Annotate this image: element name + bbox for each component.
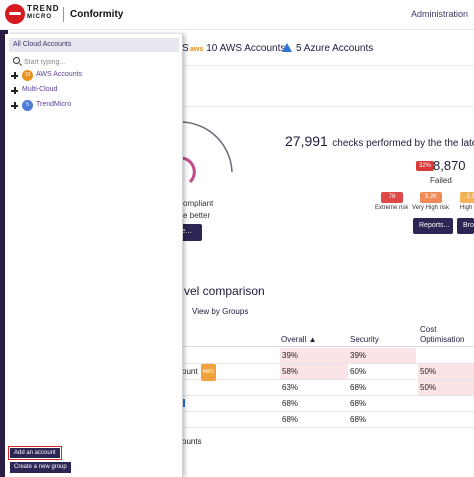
tab-aws-label: 10 AWS Accounts	[206, 43, 286, 54]
cell-cost	[418, 396, 474, 411]
brand-wordmark: TREND MICRO	[27, 4, 60, 21]
search-input[interactable]	[24, 56, 164, 68]
risk-label-high: High	[460, 205, 473, 211]
column-overall[interactable]: Overall ▲	[281, 335, 317, 344]
failed-label: Failed	[430, 176, 452, 185]
aws-icon: aws	[190, 46, 204, 53]
cell-security: 68%	[350, 383, 367, 392]
left-nav-stripe	[0, 30, 8, 477]
account-tabs: S aws 10 AWS Accounts 5 Azure Accounts	[182, 30, 474, 66]
table-row[interactable]: 63% 68% 50%	[182, 380, 474, 396]
sidebar-item-label: Multi-Cloud	[22, 86, 58, 93]
cell-cost	[418, 348, 474, 363]
expand-plus-icon[interactable]	[11, 72, 18, 79]
section-divider	[182, 106, 474, 107]
aws-count-badge: 10	[22, 70, 33, 81]
expand-plus-icon[interactable]	[11, 102, 18, 109]
cell-cost: 50%	[418, 380, 474, 395]
table-header-divider	[182, 346, 474, 347]
trendmicro-count-badge: 5	[22, 100, 33, 111]
sidebar-item-label: TrendMicro	[36, 101, 72, 108]
browse-button[interactable]: Bro	[457, 218, 474, 234]
cell-security: 68%	[350, 399, 367, 408]
compliance-caption: ompliant e better	[183, 199, 214, 220]
administration-link[interactable]: Administration	[410, 9, 468, 19]
create-group-button[interactable]: Create a new group	[10, 462, 71, 473]
search-icon	[13, 57, 20, 64]
product-name[interactable]: Conformity	[70, 9, 124, 20]
tab-azure-accounts[interactable]: 5 Azure Accounts	[282, 43, 373, 54]
column-cost-optimisation[interactable]: Cost Optimisation	[420, 325, 465, 344]
risk-badge-extreme[interactable]: 78	[381, 192, 403, 203]
comparison-title: vel comparison	[184, 284, 265, 298]
tab-aws-accounts[interactable]: aws 10 AWS Accounts	[190, 43, 285, 54]
cell-overall: 58%	[280, 364, 348, 379]
tab-partial[interactable]: S	[182, 43, 189, 54]
all-cloud-accounts-item[interactable]: All Cloud Accounts	[9, 38, 179, 52]
add-account-label: Add an account	[10, 448, 60, 458]
sort-up-icon: ▲	[308, 335, 317, 344]
column-security[interactable]: Security	[350, 335, 379, 344]
azure-icon	[282, 43, 292, 52]
risk-label-very-high: Very High risk	[412, 205, 450, 211]
expand-plus-icon[interactable]	[11, 87, 18, 94]
cell-security: 60%	[350, 367, 367, 376]
trend-micro-logo-icon[interactable]	[5, 4, 25, 24]
tab-azure-label: 5 Azure Accounts	[296, 43, 374, 54]
azure-marker-icon	[182, 399, 185, 407]
cell-cost	[418, 412, 474, 427]
table-row[interactable]: 68% 68%	[182, 396, 474, 412]
donut-inner-arc	[181, 156, 196, 184]
cell-overall: 68%	[282, 415, 299, 424]
failed-percent-badge: 32%	[416, 161, 435, 171]
cloud-accounts-sidebar: All Cloud Accounts 10 AWS Accounts Multi…	[5, 34, 183, 477]
checks-count: 27,991	[285, 133, 328, 149]
cell-overall: 63%	[282, 383, 299, 392]
sidebar-item-aws-accounts[interactable]: 10 AWS Accounts	[11, 70, 171, 82]
cell-overall: 39%	[280, 348, 348, 363]
table-row[interactable]: 39% 39%	[182, 348, 474, 364]
add-account-button[interactable]: Add an account	[8, 446, 62, 460]
sidebar-item-multi-cloud[interactable]: Multi-Cloud	[11, 85, 171, 97]
row-name	[182, 396, 185, 411]
donut-outer-arc	[181, 121, 233, 173]
reports-button[interactable]: Reports...	[413, 218, 453, 234]
aws-tag-icon: AWS	[200, 364, 216, 381]
sidebar-item-label: AWS Accounts	[36, 71, 83, 78]
table-row[interactable]: ount AWS 58% 60% 50%	[182, 364, 474, 381]
cell-security: 68%	[350, 415, 367, 424]
cell-security: 39%	[348, 348, 416, 363]
risk-label-extreme: Extreme risk	[375, 205, 409, 211]
cell-cost: 50%	[418, 364, 474, 379]
risk-badge-very-high[interactable]: 9.2K	[420, 192, 442, 203]
brand-divider	[63, 7, 64, 22]
top-bar: TREND MICRO Conformity Administration	[0, 0, 474, 30]
cell-overall: 68%	[282, 399, 299, 408]
failed-count: 8,870	[433, 158, 466, 173]
view-by-groups-tab[interactable]: View by Groups	[192, 307, 249, 316]
compliance-donut-chart	[181, 121, 233, 184]
row-name: ount AWS	[182, 364, 216, 381]
accounts-footer: ounts	[182, 437, 202, 446]
table-row[interactable]: 68% 68%	[182, 412, 474, 428]
checks-summary: 27,991 checks performed by the the lates…	[285, 133, 474, 151]
risk-badge-high[interactable]: 1.9	[460, 192, 474, 203]
checks-text: checks performed by the the latest	[332, 138, 474, 149]
search-row	[13, 56, 173, 68]
sidebar-item-trendmicro[interactable]: 5 TrendMicro	[11, 100, 171, 112]
